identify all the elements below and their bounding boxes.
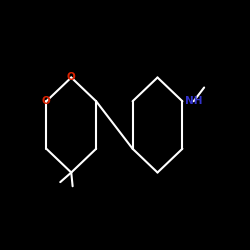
- Text: NH: NH: [186, 96, 203, 106]
- Text: O: O: [67, 72, 76, 83]
- Text: O: O: [42, 96, 51, 106]
